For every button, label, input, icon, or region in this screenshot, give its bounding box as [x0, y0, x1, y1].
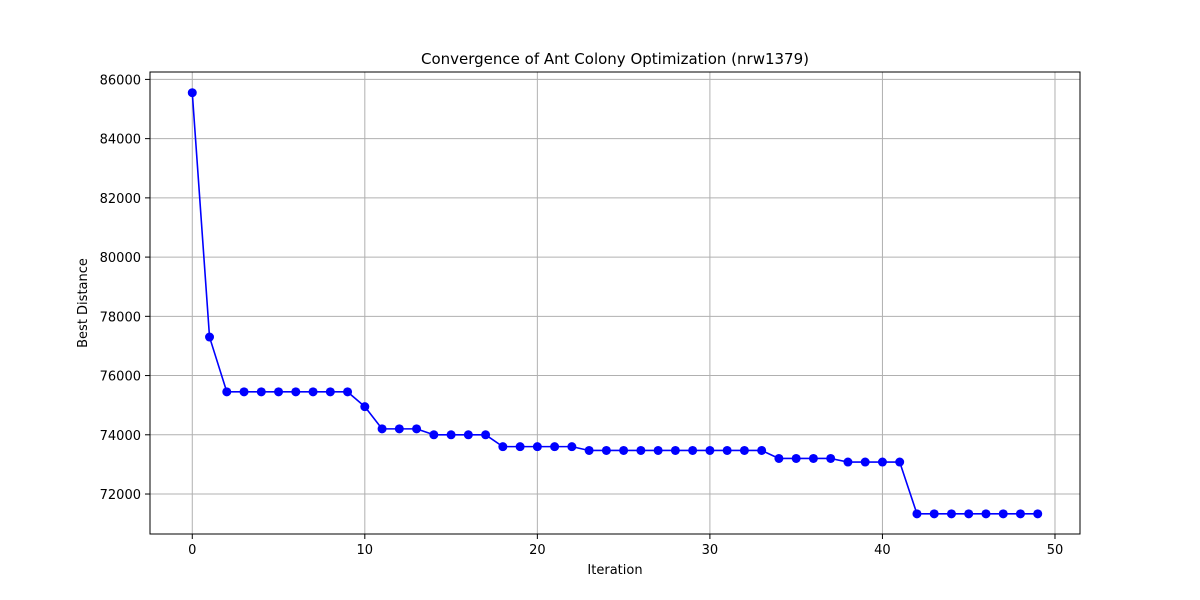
data-point [222, 387, 232, 397]
data-point [757, 445, 767, 455]
data-point [515, 442, 525, 452]
data-point [619, 445, 629, 455]
data-point [256, 387, 266, 397]
y-axis: 72000 74000 76000 78000 80000 82000 84000 86000 [100, 73, 150, 503]
data-point [412, 424, 422, 434]
data-point [498, 442, 508, 452]
data-point [205, 332, 215, 342]
data-point [929, 509, 939, 519]
data-point [774, 453, 784, 463]
data-point [636, 445, 646, 455]
data-point [981, 509, 991, 519]
y-tick-label: 76000 [100, 370, 141, 385]
chart-title: Convergence of Ant Colony Optimization (… [421, 50, 809, 68]
grid-lines [150, 72, 1080, 534]
data-point [670, 445, 680, 455]
data-point [343, 387, 353, 397]
x-tick-label: 30 [702, 543, 719, 558]
data-point [360, 402, 370, 412]
data-point [308, 387, 318, 397]
y-axis-label: Best Distance [76, 258, 91, 348]
data-point [377, 424, 387, 434]
x-tick-label: 40 [874, 543, 891, 558]
data-point [601, 445, 611, 455]
data-point [481, 430, 491, 440]
plot-area-frame [149, 71, 1081, 535]
data-point [446, 430, 456, 440]
data-point [946, 509, 956, 519]
data-point [688, 445, 698, 455]
data-point [325, 387, 335, 397]
y-tick-label: 80000 [100, 251, 141, 266]
data-point [532, 442, 542, 452]
data-point [463, 430, 473, 440]
y-tick-label: 72000 [100, 488, 141, 503]
x-tick-label: 20 [529, 543, 546, 558]
data-point [1015, 509, 1025, 519]
data-point [791, 453, 801, 463]
y-tick-label: 74000 [100, 429, 141, 444]
data-point [722, 445, 732, 455]
data-point [291, 387, 301, 397]
x-tick-label: 50 [1047, 543, 1064, 558]
data-point [394, 424, 404, 434]
x-tick-label: 0 [188, 543, 196, 558]
data-point [998, 509, 1008, 519]
y-tick-label: 78000 [100, 310, 141, 325]
data-point [567, 442, 577, 452]
data-point [808, 453, 818, 463]
x-axis: 0 10 20 30 40 50 [188, 534, 1063, 558]
y-tick-label: 86000 [100, 73, 141, 88]
data-point [429, 430, 439, 440]
x-axis-label: Iteration [587, 563, 642, 578]
data-point [274, 387, 284, 397]
data-point [843, 457, 853, 467]
data-point [826, 453, 836, 463]
data-point [705, 445, 715, 455]
data-point [550, 442, 560, 452]
data-point [895, 457, 905, 467]
series-best-distance [187, 88, 1043, 519]
data-point [239, 387, 249, 397]
y-tick-label: 84000 [100, 133, 141, 148]
data-point [584, 445, 594, 455]
data-point [860, 457, 870, 467]
x-tick-label: 10 [357, 543, 374, 558]
data-point [739, 445, 749, 455]
data-point [1033, 509, 1043, 519]
data-point [912, 509, 922, 519]
data-point [187, 88, 197, 98]
series-line [191, 92, 1038, 515]
data-point [877, 457, 887, 467]
data-point [964, 509, 974, 519]
y-tick-label: 82000 [100, 192, 141, 207]
data-point [653, 445, 663, 455]
